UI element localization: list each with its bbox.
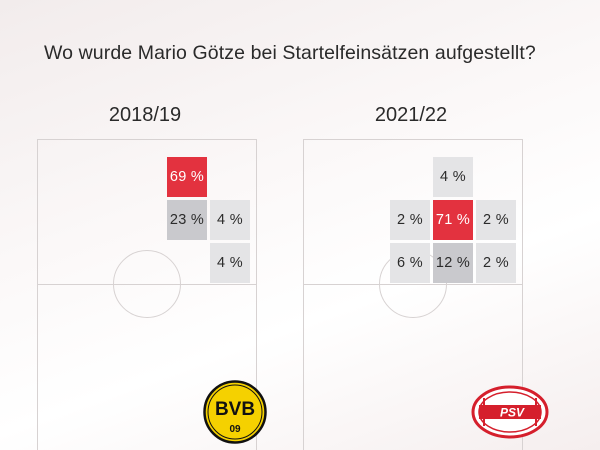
chart-title: Wo wurde Mario Götze bei Startelfeinsätz… <box>44 42 536 64</box>
psv-logo: PSV <box>471 385 549 439</box>
heatmap-cell: 2 % <box>476 243 516 283</box>
bvb-logo: BVB 09 <box>203 380 267 444</box>
heatmap-cell: 2 % <box>390 200 430 240</box>
heatmap-cell: 23 % <box>167 200 207 240</box>
heatmap-cell: 6 % <box>390 243 430 283</box>
season-label-left: 2018/19 <box>108 104 182 126</box>
psv-logo-text: PSV <box>500 406 525 420</box>
heatmap-cell: 4 % <box>433 157 473 197</box>
heatmap-cell: 2 % <box>476 200 516 240</box>
bvb-logo-text: BVB <box>215 399 255 420</box>
center-circle <box>113 250 181 318</box>
heatmap-cell: 12 % <box>433 243 473 283</box>
pitch-2021-22: 4 % 2 % 71 % 2 % 6 % 12 % 2 % <box>303 139 523 450</box>
heatmap-cell: 4 % <box>210 243 250 283</box>
pitch-2018-19: 69 % 23 % 4 % 4 % <box>37 139 257 450</box>
heatmap-cell: 69 % <box>167 157 207 197</box>
season-label-right: 2021/22 <box>374 104 448 126</box>
heatmap-cell: 71 % <box>433 200 473 240</box>
heatmap-cell: 4 % <box>210 200 250 240</box>
bvb-logo-year: 09 <box>229 424 241 435</box>
